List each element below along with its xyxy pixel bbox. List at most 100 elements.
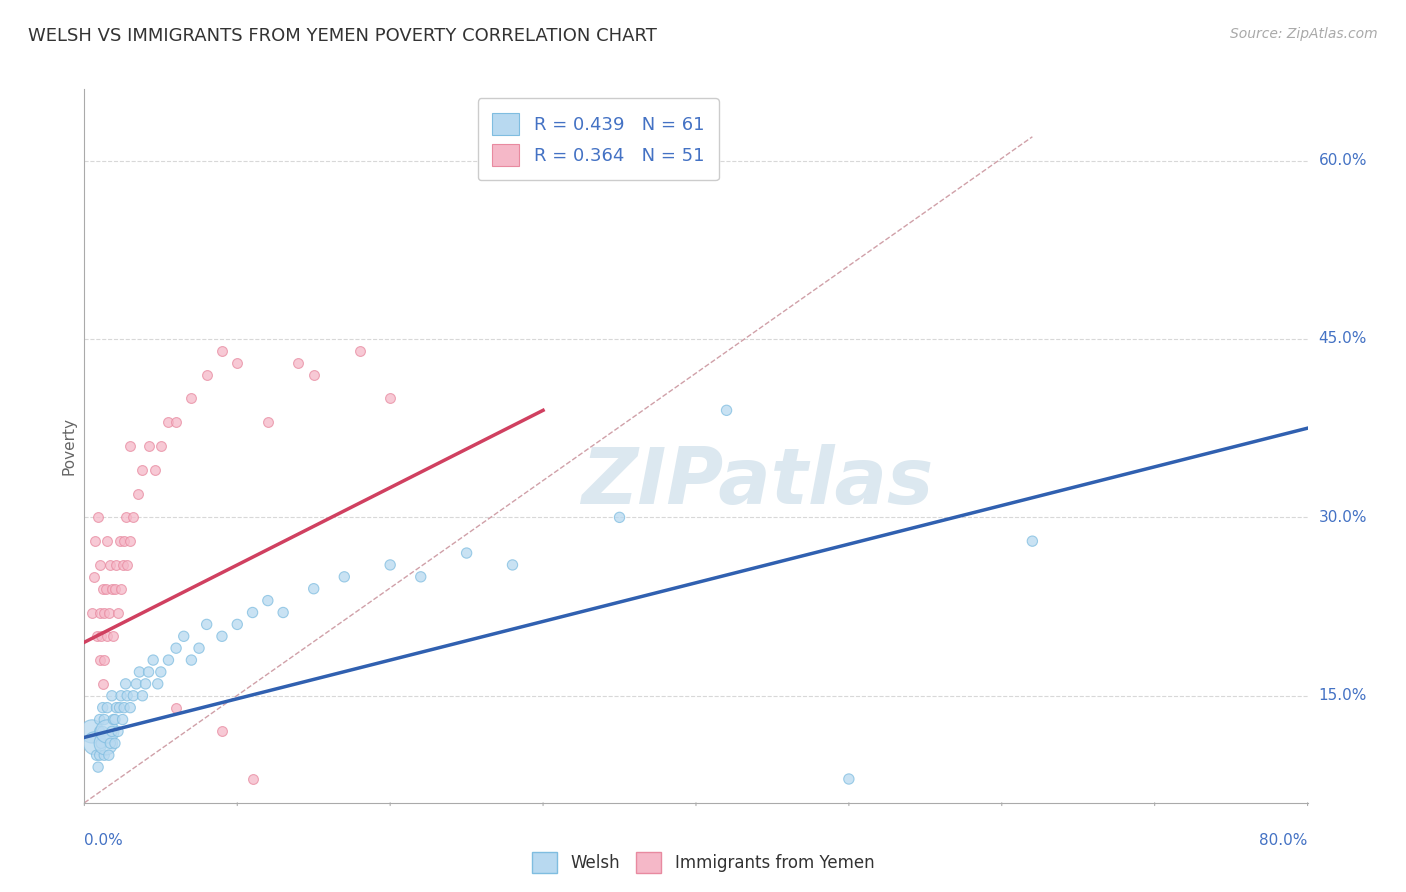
Point: [90, 736, 112, 750]
Point: [502, 558, 524, 572]
Point: [125, 677, 148, 691]
Point: [380, 558, 402, 572]
Point: [257, 593, 280, 607]
Point: [89, 558, 111, 572]
Point: [96, 700, 118, 714]
Point: [456, 546, 478, 560]
Point: [120, 700, 142, 714]
Point: [107, 724, 129, 739]
Point: [103, 713, 125, 727]
Point: [101, 689, 124, 703]
Point: [101, 724, 124, 739]
Point: [838, 772, 860, 786]
Point: [104, 736, 127, 750]
Point: [103, 629, 125, 643]
Point: [149, 439, 172, 453]
Point: [333, 570, 356, 584]
Point: [87, 760, 110, 774]
Point: [195, 368, 218, 382]
Text: 45.0%: 45.0%: [1319, 332, 1367, 346]
Point: [122, 510, 145, 524]
Text: ZIPatlas: ZIPatlas: [581, 443, 934, 520]
Point: [105, 558, 128, 572]
Point: [80, 606, 103, 620]
Point: [91, 582, 114, 596]
Point: [271, 606, 294, 620]
Text: Source: ZipAtlas.com: Source: ZipAtlas.com: [1230, 27, 1378, 41]
Point: [96, 629, 118, 643]
Text: 80.0%: 80.0%: [1260, 833, 1308, 848]
Point: [242, 772, 264, 786]
Point: [349, 343, 371, 358]
Point: [111, 713, 134, 727]
Point: [84, 736, 107, 750]
Text: WELSH VS IMMIGRANTS FROM YEMEN POVERTY CORRELATION CHART: WELSH VS IMMIGRANTS FROM YEMEN POVERTY C…: [28, 27, 657, 45]
Point: [89, 606, 111, 620]
Point: [87, 510, 110, 524]
Point: [165, 700, 187, 714]
Point: [211, 629, 233, 643]
Point: [110, 582, 132, 596]
Point: [287, 356, 309, 370]
Point: [157, 653, 180, 667]
Point: [96, 724, 118, 739]
Point: [91, 677, 114, 691]
Y-axis label: Poverty: Poverty: [60, 417, 76, 475]
Point: [131, 463, 153, 477]
Text: 15.0%: 15.0%: [1319, 689, 1367, 703]
Point: [226, 356, 249, 370]
Point: [138, 439, 160, 453]
Point: [80, 724, 103, 739]
Point: [115, 689, 138, 703]
Point: [94, 736, 117, 750]
Point: [111, 558, 134, 572]
Point: [89, 713, 111, 727]
Point: [143, 463, 166, 477]
Point: [97, 606, 120, 620]
Point: [93, 748, 115, 763]
Point: [114, 677, 136, 691]
Point: [257, 415, 280, 429]
Point: [93, 653, 115, 667]
Point: [104, 713, 127, 727]
Point: [180, 392, 202, 406]
Point: [157, 415, 180, 429]
Point: [409, 570, 432, 584]
Point: [120, 439, 142, 453]
Point: [86, 629, 108, 643]
Point: [112, 534, 135, 549]
Legend: R = 0.439   N = 61, R = 0.364   N = 51: R = 0.439 N = 61, R = 0.364 N = 51: [478, 98, 718, 180]
Point: [98, 736, 121, 750]
Point: [1021, 534, 1043, 549]
Point: [173, 629, 195, 643]
Text: 60.0%: 60.0%: [1319, 153, 1367, 168]
Point: [98, 558, 121, 572]
Point: [93, 606, 115, 620]
Point: [112, 700, 135, 714]
Point: [93, 713, 115, 727]
Point: [128, 665, 150, 679]
Point: [131, 689, 153, 703]
Legend: Welsh, Immigrants from Yemen: Welsh, Immigrants from Yemen: [524, 846, 882, 880]
Point: [94, 582, 117, 596]
Point: [107, 606, 129, 620]
Point: [211, 343, 233, 358]
Point: [114, 510, 136, 524]
Point: [180, 653, 202, 667]
Text: 30.0%: 30.0%: [1319, 510, 1367, 524]
Point: [89, 653, 111, 667]
Point: [195, 617, 218, 632]
Point: [89, 724, 111, 739]
Point: [91, 724, 114, 739]
Point: [115, 558, 138, 572]
Text: 0.0%: 0.0%: [84, 833, 124, 848]
Point: [142, 653, 165, 667]
Point: [97, 748, 120, 763]
Point: [101, 582, 124, 596]
Point: [90, 629, 112, 643]
Point: [149, 665, 172, 679]
Point: [91, 700, 114, 714]
Point: [242, 606, 264, 620]
Point: [165, 415, 187, 429]
Point: [211, 724, 233, 739]
